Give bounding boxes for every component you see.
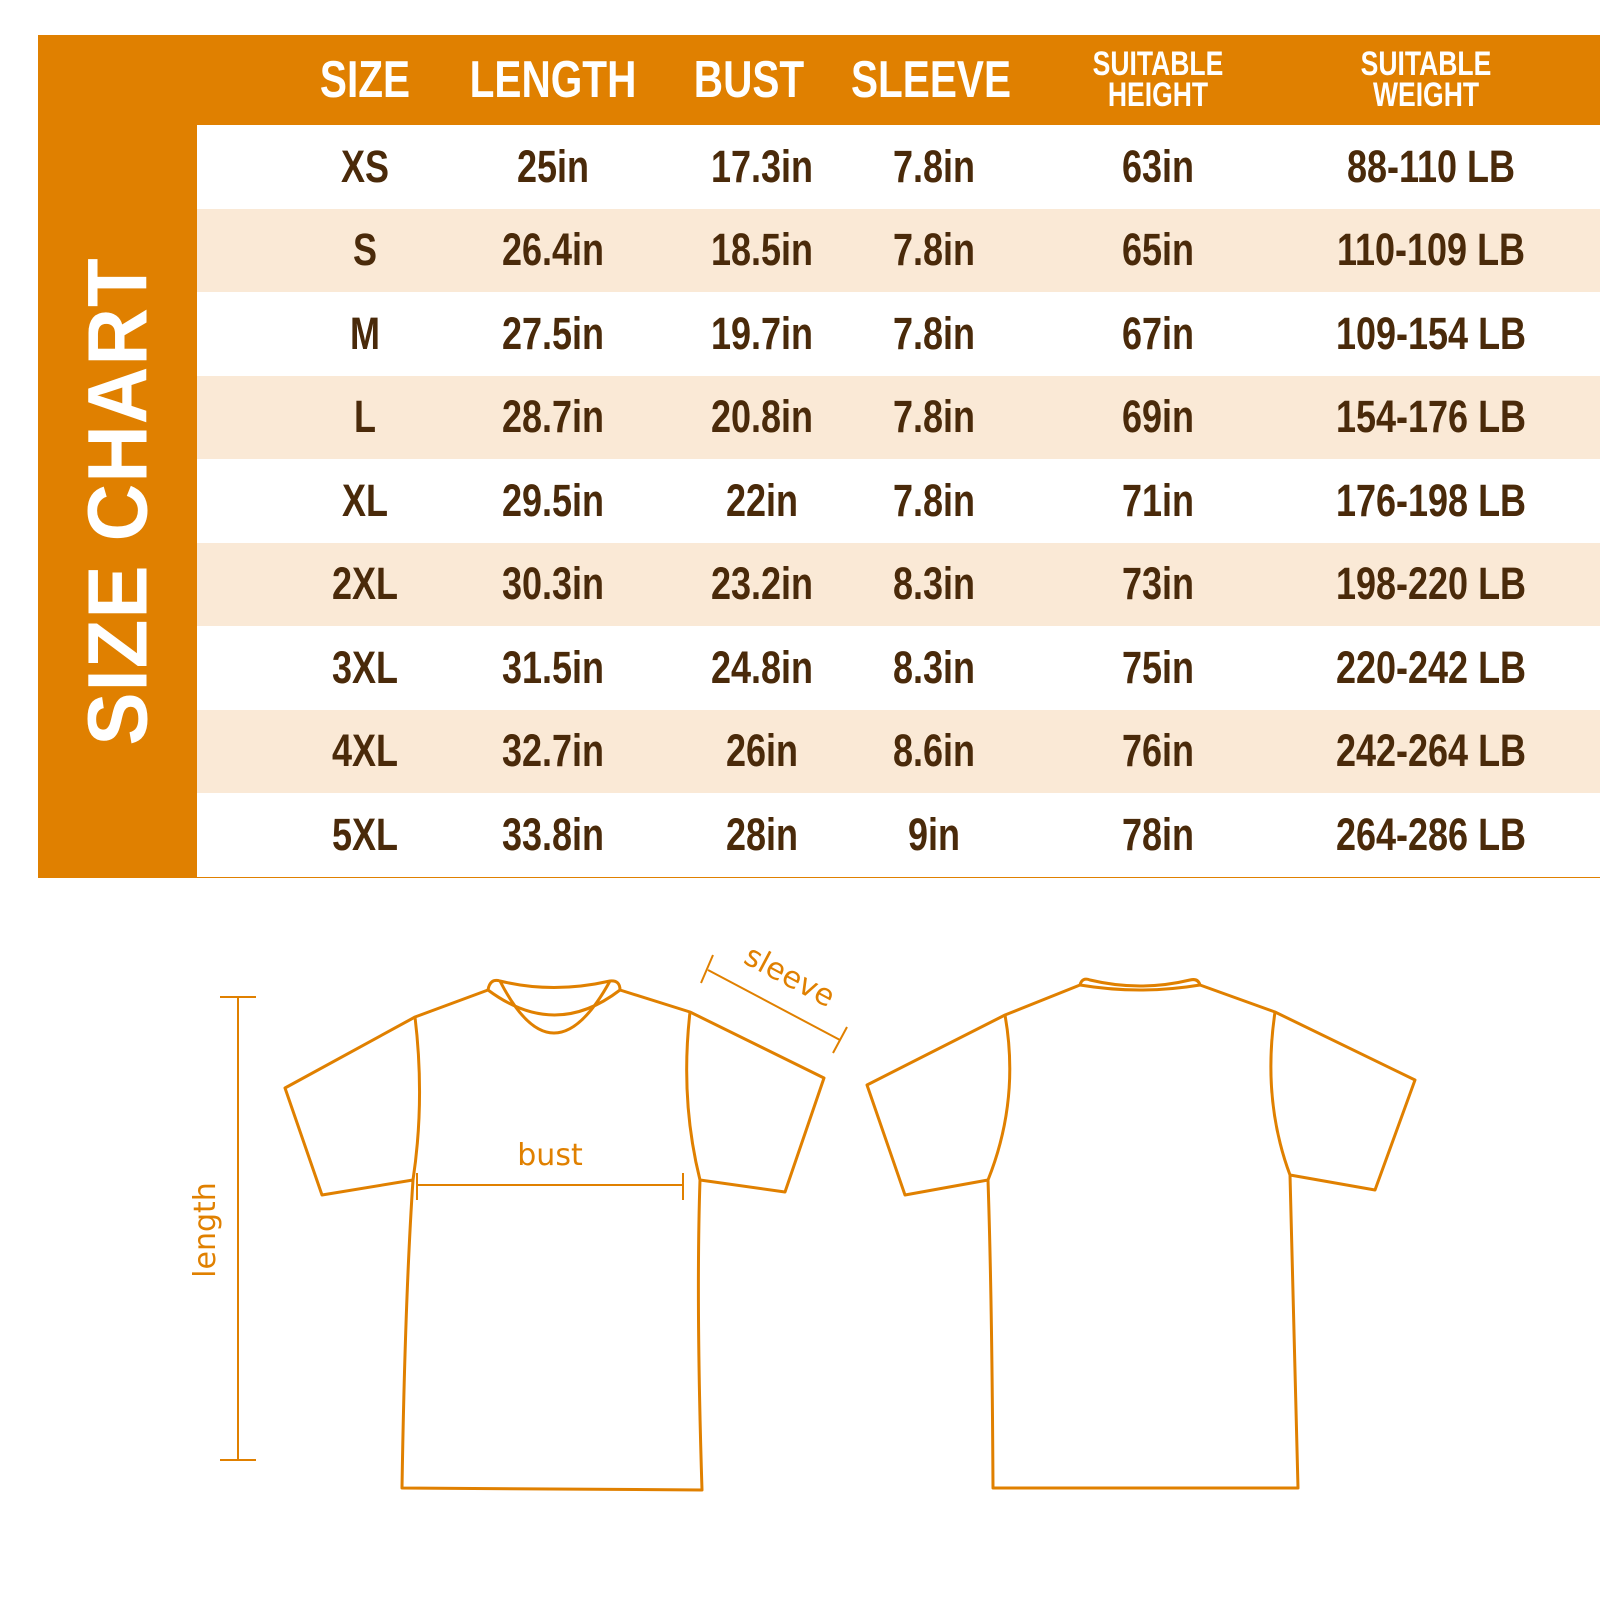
cell-size: XL: [341, 474, 389, 526]
cell-bust: 24.8in: [710, 641, 814, 693]
cell-length: 31.5in: [501, 641, 605, 693]
cell-sleeve: 7.8in: [892, 307, 976, 359]
cell-bust: 22in: [725, 474, 799, 526]
front-tshirt-outline: [283, 988, 826, 1492]
cell-sleeve: 8.3in: [892, 558, 976, 610]
cell-size: 4XL: [331, 725, 399, 777]
cell-weight: 220-242 LB: [1335, 641, 1527, 693]
cell-height: 75in: [1121, 641, 1195, 693]
cell-weight: 176-198 LB: [1335, 474, 1527, 526]
back-armhole-left: [986, 1014, 1012, 1181]
tshirt-diagram: bust length sleeve: [188, 938, 1417, 1492]
cell-bust: 18.5in: [710, 224, 814, 276]
cell-size: M: [350, 307, 380, 359]
table-row: 3XL 31.5in 24.8in 8.3in 75in 220-242 LB: [197, 626, 1600, 710]
cell-weight: 242-264 LB: [1335, 725, 1527, 777]
cell-sleeve: 7.8in: [892, 474, 976, 526]
table-header: SIZE LENGTH BUST SLEEVE SUITABLE HEIGHT …: [197, 35, 1600, 125]
sleeve-label: sleeve: [738, 938, 840, 1014]
cell-bust: 23.2in: [710, 558, 814, 610]
cell-length: 33.8in: [501, 808, 605, 860]
table-body: XS 25in 17.3in 7.8in 63in 88-110 LB S 26.4in 18.…: [197, 125, 1600, 877]
cell-height: 65in: [1121, 224, 1195, 276]
table-row: XL 29.5in 22in 7.8in 71in 176-198 LB: [197, 459, 1600, 543]
cell-length: 27.5in: [501, 307, 605, 359]
cell-size: 3XL: [331, 641, 399, 693]
cell-height: 67in: [1121, 307, 1195, 359]
cell-length: 25in: [516, 140, 590, 192]
cell-height: 69in: [1121, 391, 1195, 443]
cell-length: 28.7in: [501, 391, 605, 443]
cell-sleeve: 8.6in: [892, 725, 976, 777]
front-armhole-right: [685, 1011, 702, 1181]
cell-height: 78in: [1121, 808, 1195, 860]
cell-sleeve: 9in: [907, 808, 961, 860]
length-label: length: [188, 1182, 223, 1278]
header-suitable-weight: SUITABLE WEIGHT: [1360, 45, 1492, 114]
cell-bust: 20.8in: [710, 391, 814, 443]
back-tshirt-outline: [865, 983, 1417, 1490]
cell-length: 30.3in: [501, 558, 605, 610]
cell-length: 29.5in: [501, 474, 605, 526]
size-chart-title-band: SIZE CHART: [38, 125, 197, 878]
table-row: 2XL 30.3in 23.2in 8.3in 73in 198-220 LB: [197, 542, 1600, 626]
header-sleeve: SLEEVE: [850, 51, 1012, 109]
cell-sleeve: 7.8in: [892, 224, 976, 276]
cell-bust: 26in: [725, 725, 799, 777]
table-row: XS 25in 17.3in 7.8in 63in 88-110 LB: [197, 125, 1600, 209]
cell-length: 26.4in: [501, 224, 605, 276]
sleeve-measure-line: [700, 954, 848, 1054]
cell-sleeve: 7.8in: [892, 391, 976, 443]
cell-size: S: [352, 224, 378, 276]
cell-weight: 264-286 LB: [1335, 808, 1527, 860]
table-row: S 26.4in 18.5in 7.8in 65in 110-109 LB: [197, 208, 1600, 292]
cell-size: 5XL: [331, 808, 399, 860]
cell-weight: 109-154 LB: [1335, 307, 1527, 359]
front-collar: [486, 978, 622, 1035]
header-size: SIZE: [319, 51, 411, 109]
cell-weight: 154-176 LB: [1335, 391, 1527, 443]
back-collar: [1078, 977, 1202, 988]
bust-measure-line: [416, 1173, 684, 1200]
cell-weight: 88-110 LB: [1346, 140, 1516, 192]
cell-size: L: [354, 391, 376, 443]
table-row: 5XL 33.8in 28in 9in 78in 264-286 LB: [197, 793, 1600, 877]
cell-weight: 110-109 LB: [1336, 224, 1526, 276]
cell-weight: 198-220 LB: [1335, 558, 1527, 610]
cell-sleeve: 8.3in: [892, 641, 976, 693]
size-chart-title: SIZE CHART: [70, 257, 164, 746]
cell-height: 73in: [1121, 558, 1195, 610]
header-suitable-height: SUITABLE HEIGHT: [1092, 45, 1224, 114]
cell-bust: 19.7in: [710, 307, 814, 359]
cell-height: 71in: [1121, 474, 1195, 526]
header-length: LENGTH: [469, 51, 637, 109]
length-measure-line: [220, 996, 256, 1461]
cell-length: 32.7in: [501, 725, 605, 777]
table-row: 4XL 32.7in 26in 8.6in 76in 242-264 LB: [197, 709, 1600, 793]
cell-size: 2XL: [331, 558, 399, 610]
cell-height: 76in: [1121, 725, 1195, 777]
bust-label: bust: [517, 1138, 583, 1173]
table-row: M 27.5in 19.7in 7.8in 67in 109-154 LB: [197, 292, 1600, 376]
cell-bust: 17.3in: [710, 140, 814, 192]
header-bust: BUST: [693, 51, 805, 109]
cell-sleeve: 7.8in: [892, 140, 976, 192]
back-armhole-right: [1269, 1011, 1292, 1176]
cell-height: 63in: [1121, 140, 1195, 192]
cell-size: XS: [340, 140, 390, 192]
table-row: L 28.7in 20.8in 7.8in 69in 154-176 LB: [197, 375, 1600, 459]
front-armhole-left: [411, 1016, 422, 1181]
cell-bust: 28in: [725, 808, 799, 860]
